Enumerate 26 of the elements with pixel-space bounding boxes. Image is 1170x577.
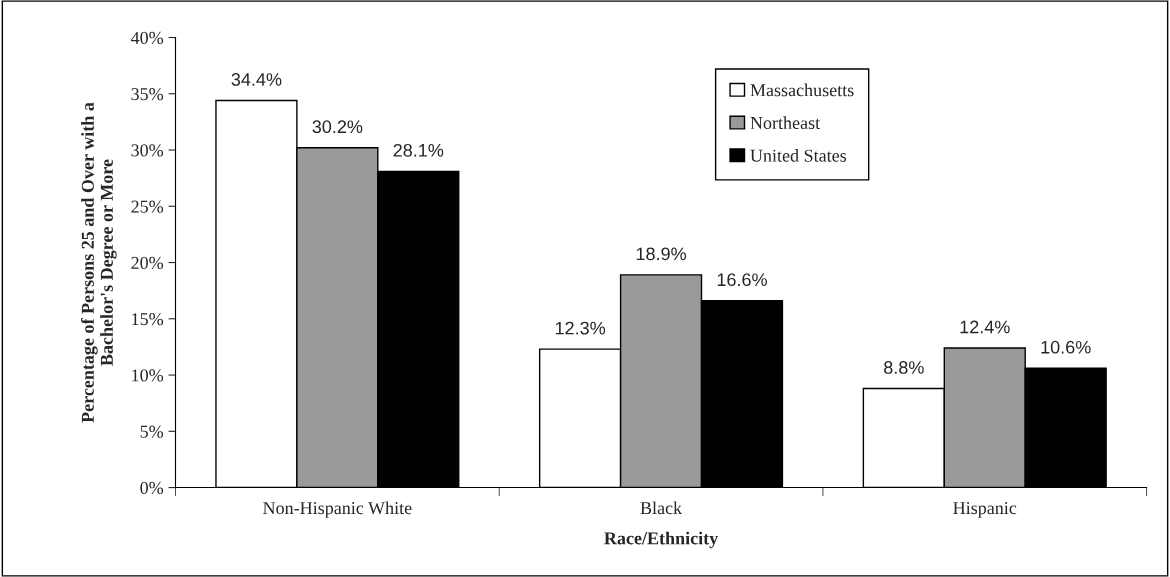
- legend-label: United States: [750, 149, 847, 162]
- y-tick-label: 35%: [131, 88, 164, 101]
- data-label: 30.2%: [312, 120, 363, 134]
- y-tick-label: 5%: [140, 425, 164, 438]
- data-label: 8.8%: [884, 361, 924, 374]
- y-tick-label: 20%: [131, 256, 164, 270]
- y-tick-label: 30%: [131, 144, 164, 157]
- y-tick-label: 15%: [132, 313, 164, 326]
- x-tick-label: Hispanic: [953, 502, 1017, 518]
- legend-label: Massachusetts: [750, 83, 854, 97]
- x-tick-label: Non-Hispanic White: [263, 501, 412, 518]
- data-label: 10.6%: [1041, 340, 1091, 354]
- y-axis-title: Percentage of Persons 25 and Over with a Bachelor's Degree or More: [80, 102, 117, 423]
- y-tick-label: 0%: [140, 481, 164, 495]
- y-tick-label: 10%: [132, 369, 164, 382]
- data-label: 34.4%: [231, 73, 282, 86]
- data-label: 18.9%: [636, 247, 687, 261]
- data-label: 12.3%: [555, 321, 606, 335]
- data-label: 28.1%: [393, 143, 444, 157]
- data-label: 12.4%: [960, 320, 1010, 334]
- y-tick-label: 40%: [130, 31, 164, 45]
- legend-label: Northeast: [750, 116, 821, 130]
- y-tick-label: 25%: [131, 200, 164, 213]
- data-label: 16.6%: [717, 273, 767, 287]
- x-axis-title: Race/Ethnicity: [604, 531, 719, 549]
- x-tick-label: Black: [640, 501, 683, 515]
